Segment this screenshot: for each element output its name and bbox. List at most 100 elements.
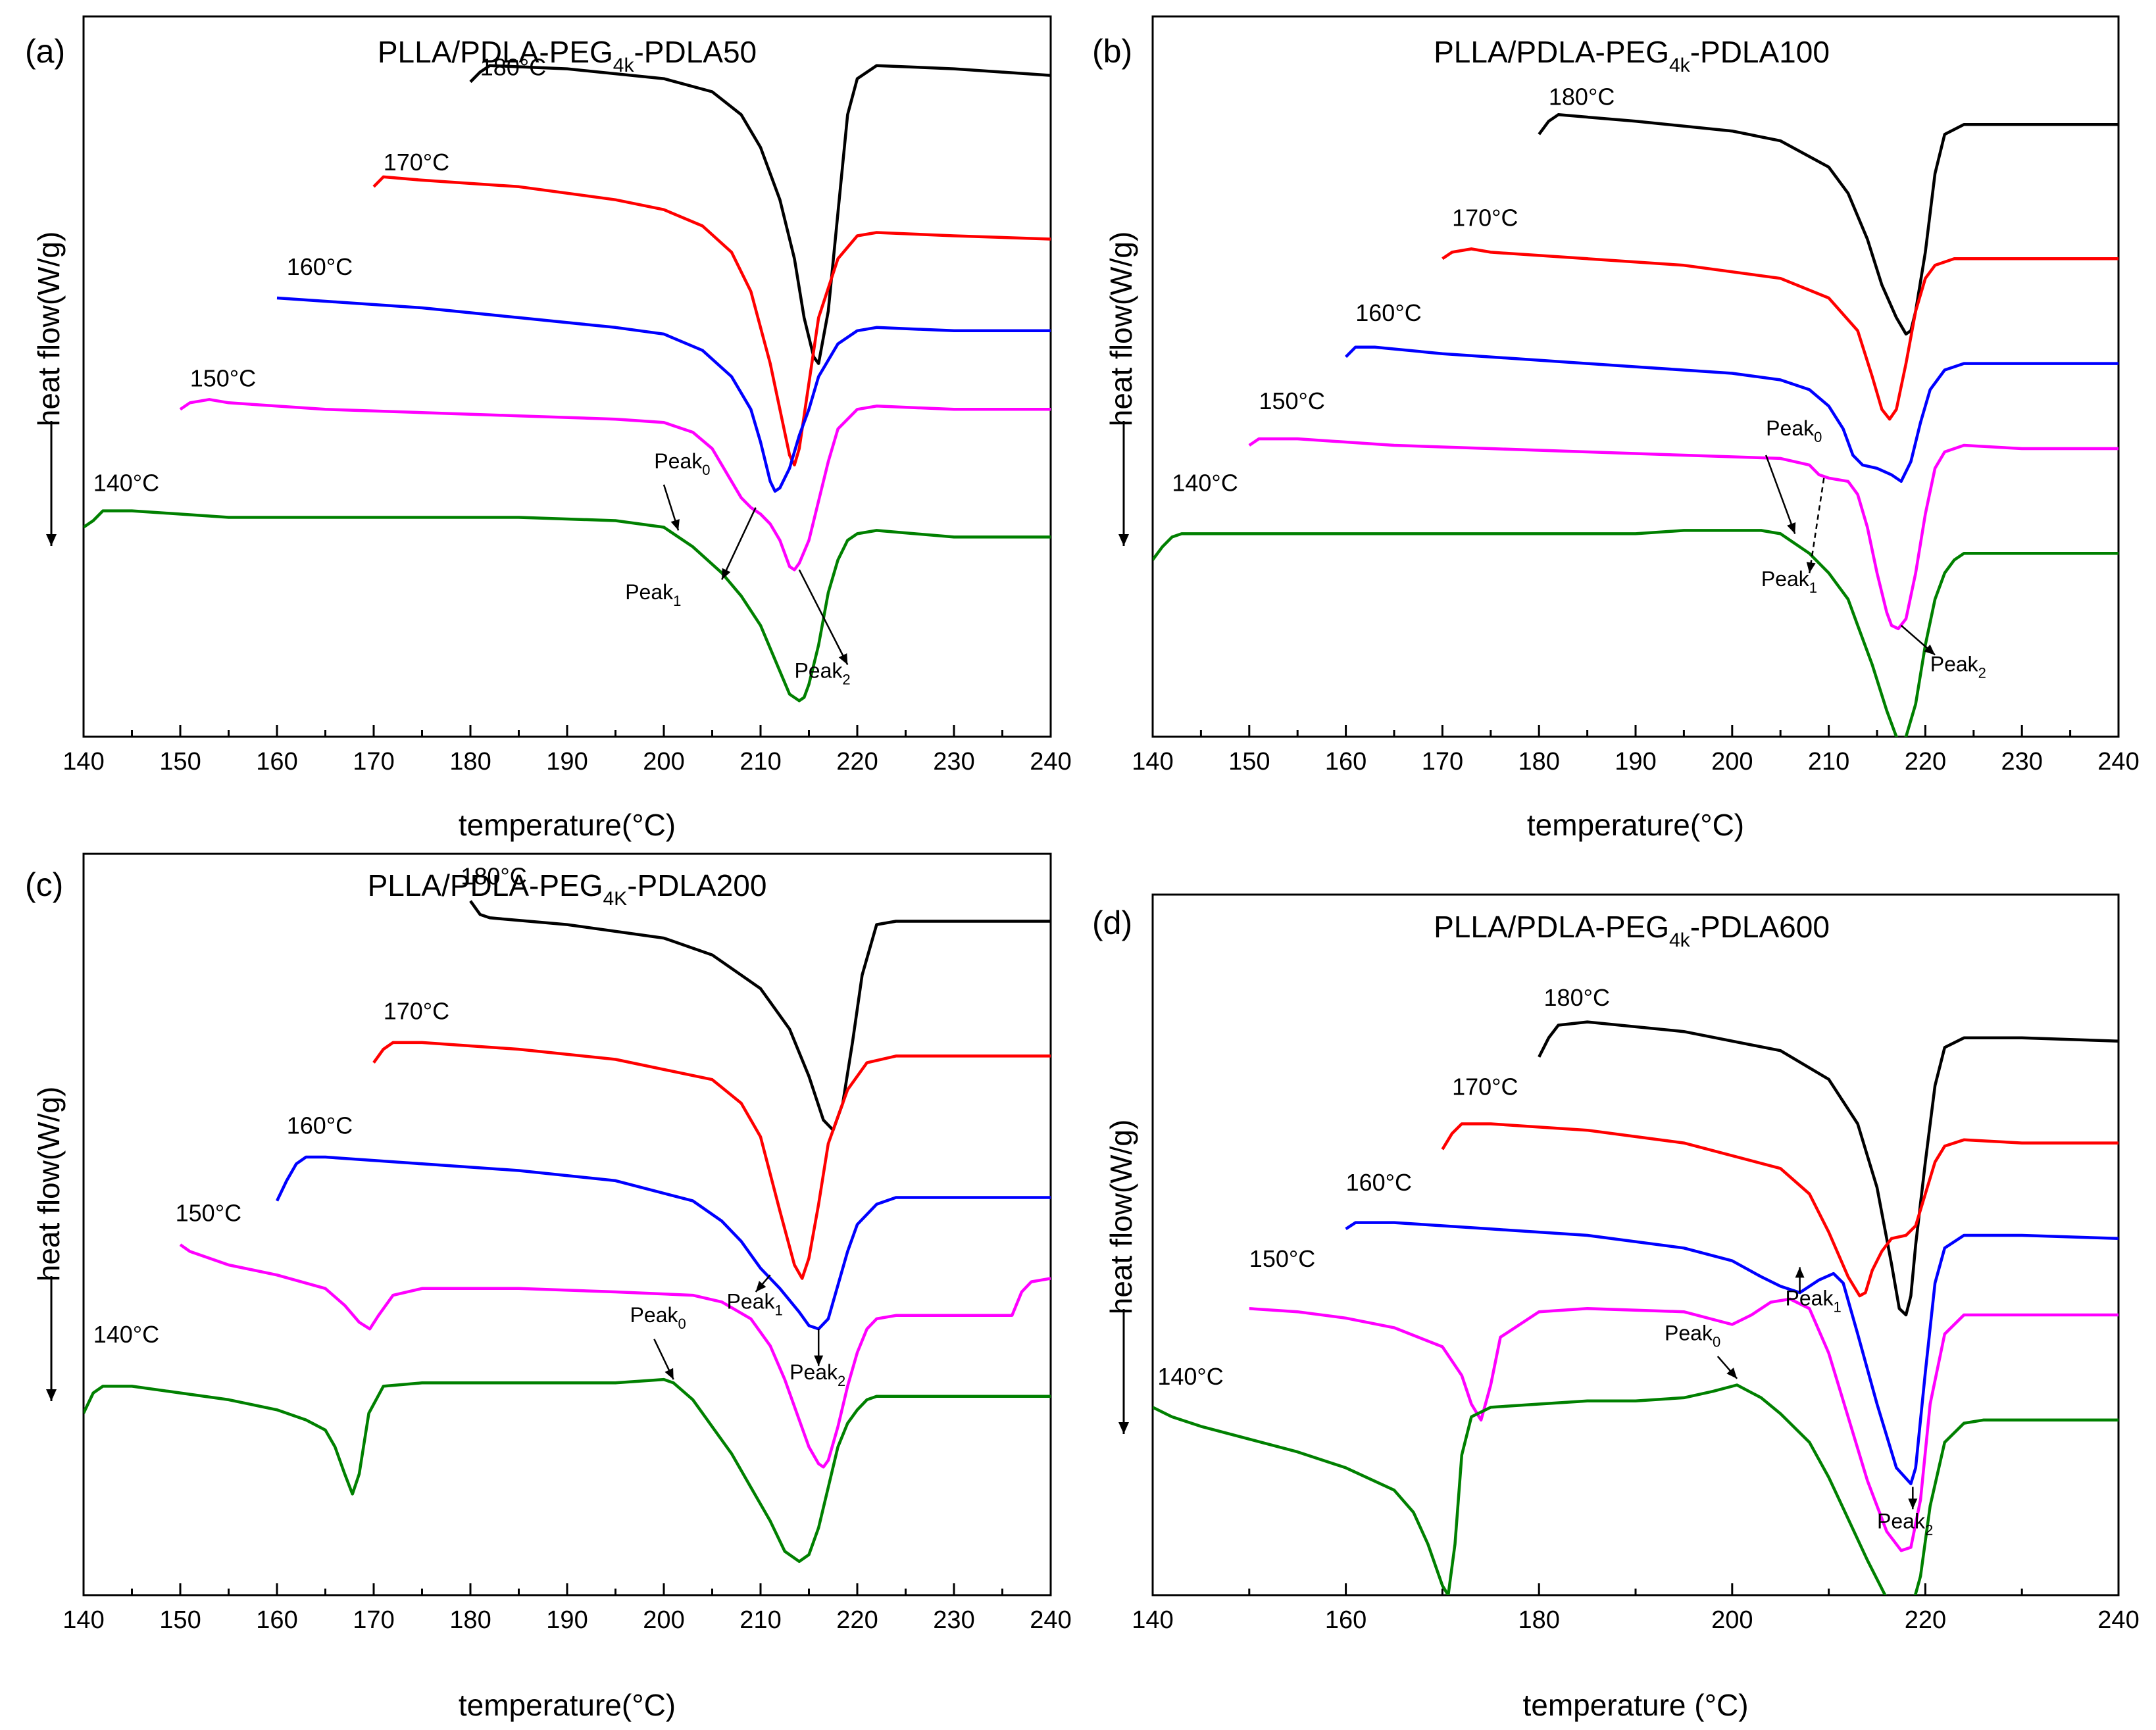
series-line-160 [275,1155,1051,1331]
x-tick-label: 140 [1132,748,1173,776]
annotation-label: Peak0 [1665,1322,1720,1350]
x-tick-label: 240 [2097,1606,2139,1634]
series-label: 140°C [1157,1363,1223,1390]
annotation-arrowhead [670,519,680,531]
series-label: 150°C [190,364,256,391]
series-label: 140°C [1172,470,1238,497]
x-tick-label: 200 [1711,1606,1753,1634]
series-label: 170°C [1452,205,1518,232]
series-label: 170°C [384,149,449,176]
annotation-arrowhead [1795,1267,1805,1278]
y-direction-arrowhead [46,534,57,546]
annotation-label: Peak0 [1766,416,1822,445]
annotation-arrowhead [664,1368,674,1380]
y-axis-title: heat flow(W/g) [32,232,66,427]
x-tick-label: 160 [256,1606,297,1634]
x-tick-label: 220 [1905,1606,1946,1634]
series-line-180 [1538,1020,2118,1317]
x-tick-label: 200 [643,1606,684,1634]
annotation-label: Peak2 [794,658,850,687]
series-line-140 [1153,1383,2118,1595]
series-line-140 [84,1377,1051,1564]
annotation-arrow [1809,478,1825,574]
annotation-label: Peak0 [654,449,710,478]
panel-title: PLLA/PDLA-PEG4k-PDLA600 [1434,910,1830,951]
x-tick-label: 140 [63,748,104,776]
annotation-label: Peak1 [727,1290,783,1319]
annotation-arrowhead [1726,1368,1738,1379]
series-line-140 [1153,529,2118,737]
series-label: 160°C [287,1112,353,1139]
x-tick-label: 160 [256,748,297,776]
series-label: 180°C [1544,984,1610,1011]
panel-title: PLLA/PDLA-PEG4k-PDLA50 [378,35,757,76]
series-line-160 [276,296,1051,493]
series-label: 170°C [1452,1074,1518,1100]
annotation-label: Peak1 [1786,1286,1842,1315]
annotation-label: Peak2 [1877,1509,1933,1538]
x-tick-label: 180 [449,1606,491,1634]
panel-a: 140 150 160 170 180 190 200 210 220 230 240 tempera… [25,15,1072,842]
x-tick-label: 210 [740,748,781,776]
annotation-label: Peak2 [790,1360,845,1389]
series-line-170 [1441,1122,2118,1298]
panel-d: 140 160 180 200 220 240 temperature (°C) heat f… [1092,893,2140,1722]
panel-title: PLLA/PDLA-PEG4k-PDLA100 [1434,35,1830,76]
panel-label: (c) [25,866,63,903]
x-tick-label: 210 [740,1606,781,1634]
x-tick-label: 150 [159,1606,201,1634]
series-line-180 [1538,113,2118,336]
panel-label: (b) [1092,33,1132,70]
series-label: 160°C [287,253,353,280]
y-axis-title: heat flow(W/g) [32,1087,66,1282]
x-tick-label: 190 [1615,748,1656,776]
x-tick-label: 190 [546,748,588,776]
annotation-arrowhead [1787,522,1796,534]
x-tick-label: 200 [1711,748,1753,776]
series-label: 150°C [1249,1245,1315,1272]
x-tick-label: 200 [643,748,684,776]
x-tick-label: 220 [1905,748,1946,776]
panel-b: 140 150 160 170 180 190 200 210 220 230 240 tempera… [1092,15,2140,842]
series-line-150 [179,1243,1051,1469]
series-label: 140°C [93,470,159,497]
annotation-arrow [721,507,757,580]
annotation-arrowhead [1924,644,1936,655]
annotation-arrowhead [838,653,848,665]
series-line-160 [1345,1221,2118,1485]
x-tick-label: 180 [1518,748,1559,776]
y-direction-arrowhead [1118,534,1129,546]
series-line-170 [372,1041,1051,1280]
x-tick-label: 160 [1325,1606,1366,1634]
x-tick-label: 240 [1030,1606,1071,1634]
annotation-arrowhead [1908,1498,1918,1510]
x-tick-label: 140 [1132,1606,1173,1634]
x-tick-label: 170 [353,748,394,776]
x-axis-title: temperature(°C) [459,1688,676,1722]
y-axis-title: heat flow(W/g) [1104,1120,1138,1315]
x-axis-title: temperature(°C) [459,808,676,842]
annotation-arrow [1765,455,1796,534]
x-axis-title: temperature(°C) [1527,808,1744,842]
x-tick-label: 230 [933,1606,974,1634]
y-direction-arrowhead [1118,1422,1129,1434]
x-tick-label: 160 [1325,748,1366,776]
x-tick-label: 190 [546,1606,588,1634]
series-line-180 [469,900,1051,1132]
x-tick-label: 170 [1422,748,1463,776]
y-direction-arrowhead [46,1389,57,1401]
x-tick-label: 230 [933,748,974,776]
panel-title: PLLA/PDLA-PEG4K-PDLA200 [368,868,767,910]
series-line-150 [1248,437,2118,631]
series-label: 160°C [1346,1169,1412,1196]
series-label: 180°C [1549,83,1615,110]
x-tick-label: 150 [1228,748,1270,776]
x-tick-label: 220 [836,748,878,776]
annotation-arrowhead [1806,562,1816,574]
series-label: 140°C [93,1321,159,1348]
x-tick-label: 230 [2001,748,2042,776]
x-tick-label: 240 [1030,748,1071,776]
x-tick-label: 210 [1808,748,1849,776]
x-tick-label: 240 [2097,748,2139,776]
